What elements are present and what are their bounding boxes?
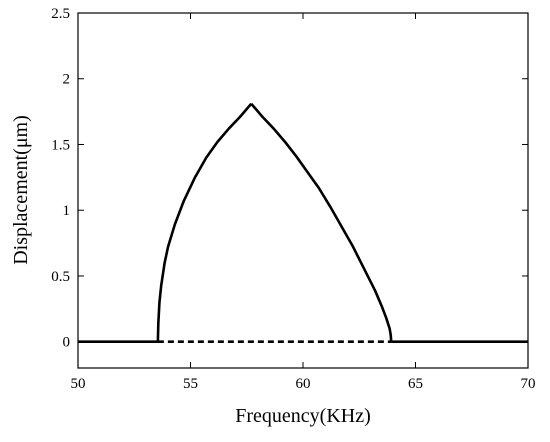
x-tick-label: 70 <box>521 376 536 392</box>
y-ticks: 0 0.5 1 1.5 2 2.5 <box>51 6 528 351</box>
y-tick-label: 1 <box>63 203 71 219</box>
y-tick-label: 2 <box>63 72 71 88</box>
x-tick-label: 50 <box>71 376 86 392</box>
x-tick-label: 55 <box>183 376 198 392</box>
y-axis-label: Displacement(μm) <box>10 115 32 265</box>
response-curve-segment-2 <box>250 102 393 342</box>
plot-area <box>77 12 529 369</box>
response-curve-segment-1 <box>156 102 253 342</box>
y-tick-label: 1.5 <box>51 137 70 153</box>
x-ticks: 50 55 60 65 70 <box>71 13 536 392</box>
x-tick-label: 65 <box>408 376 423 392</box>
series-layer <box>78 102 528 344</box>
y-tick-label: 0.5 <box>51 269 70 285</box>
y-tick-label: 2.5 <box>51 6 70 22</box>
y-tick-label: 0 <box>63 335 71 351</box>
x-tick-label: 60 <box>296 376 311 392</box>
x-axis-label: Frequency(KHz) <box>235 405 371 427</box>
